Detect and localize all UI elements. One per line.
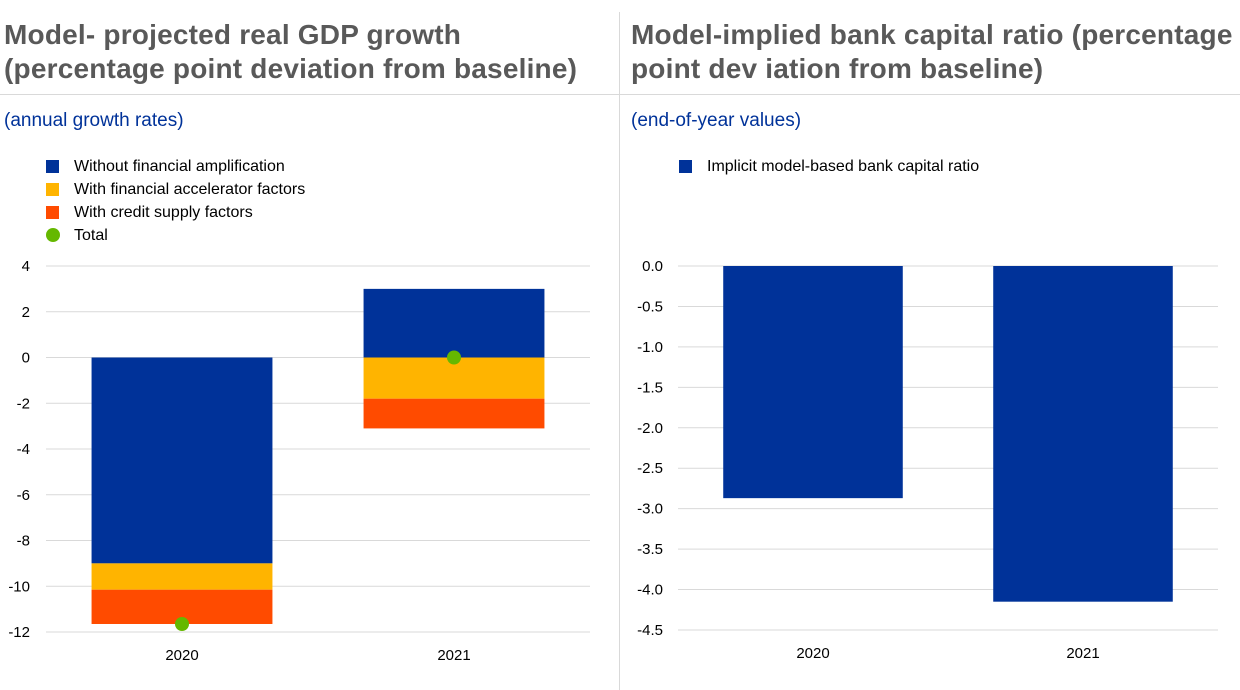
x-tick-label: 2020 bbox=[796, 645, 829, 662]
x-tick-label: 2020 bbox=[165, 647, 198, 664]
y-tick-label: -3.5 bbox=[637, 541, 663, 558]
legend-label: With financial accelerator factors bbox=[74, 181, 306, 198]
y-tick-label: -4.0 bbox=[637, 582, 663, 599]
bar-segment bbox=[363, 398, 545, 429]
legend-label: Implicit model-based bank capital ratio bbox=[707, 158, 980, 175]
chart-legend: Implicit model-based bank capital ratio bbox=[679, 155, 979, 178]
legend-swatch bbox=[46, 206, 59, 219]
chart-subtitle: (annual growth rates) bbox=[4, 110, 184, 131]
chart-title: Model-implied bank capital ratio (percen… bbox=[631, 19, 1233, 84]
x-tick-label: 2021 bbox=[1066, 645, 1099, 662]
y-tick-label: -2.0 bbox=[637, 420, 663, 437]
panel-divider bbox=[619, 12, 620, 690]
total-marker bbox=[447, 350, 461, 365]
bar-segment bbox=[723, 266, 903, 499]
y-tick-label: -4 bbox=[17, 441, 30, 458]
bar-segment bbox=[993, 266, 1173, 602]
y-tick-label: -8 bbox=[17, 533, 30, 550]
legend-item: Total bbox=[46, 224, 305, 247]
y-tick-label: 4 bbox=[22, 258, 30, 275]
legend-item: With credit supply factors bbox=[46, 201, 305, 224]
y-tick-label: -2.5 bbox=[637, 460, 663, 477]
bar-segment bbox=[91, 563, 273, 590]
capital-ratio-chart-panel: Model-implied bank capital ratio (percen… bbox=[620, 0, 1240, 690]
chart-title: Model- projected real GDP growth (percen… bbox=[4, 19, 578, 84]
legend-item: Implicit model-based bank capital ratio bbox=[679, 155, 979, 178]
gdp-chart-panel: Model- projected real GDP growth (percen… bbox=[0, 0, 619, 690]
y-tick-label: -4.5 bbox=[637, 622, 663, 639]
y-tick-label: 2 bbox=[22, 304, 30, 321]
legend-item: Without financial amplification bbox=[46, 155, 305, 178]
legend-item: With financial accelerator factors bbox=[46, 178, 305, 201]
y-tick-label: -12 bbox=[8, 624, 30, 641]
x-tick-label: 2021 bbox=[437, 647, 470, 664]
y-tick-label: -3.0 bbox=[637, 501, 663, 518]
y-tick-label: -1.0 bbox=[637, 339, 663, 356]
legend-swatch bbox=[679, 160, 692, 173]
y-tick-label: 0 bbox=[22, 350, 30, 367]
y-tick-label: -2 bbox=[17, 395, 30, 412]
gdp-chart-plot: 4 2 0 -2 -4 -6 -8 -10 -12 2020 2021 bbox=[8, 258, 590, 664]
y-tick-label: -0.5 bbox=[637, 298, 663, 315]
chart-legend: Without financial amplification With fin… bbox=[46, 155, 305, 247]
legend-swatch bbox=[46, 228, 60, 242]
legend-swatch bbox=[46, 183, 59, 196]
bar-segment bbox=[91, 357, 273, 564]
y-tick-label: -10 bbox=[8, 578, 30, 595]
capital-ratio-chart-plot: 0.0 -0.5 -1.0 -1.5 -2.0 -2.5 -3.0 -3.5 -4.0 -4.5 2… bbox=[637, 258, 1218, 662]
title-divider bbox=[620, 94, 1240, 95]
legend-swatch bbox=[46, 160, 59, 173]
y-tick-label: -6 bbox=[17, 487, 30, 504]
y-tick-label: -1.5 bbox=[637, 379, 663, 396]
chart-subtitle: (end-of-year values) bbox=[631, 110, 802, 131]
legend-label: Without financial amplification bbox=[74, 158, 285, 175]
legend-label: With credit supply factors bbox=[74, 204, 253, 221]
total-marker bbox=[175, 616, 189, 631]
y-tick-label: 0.0 bbox=[642, 258, 663, 275]
bar-segment bbox=[363, 288, 545, 358]
legend-label: Total bbox=[74, 227, 108, 244]
title-divider bbox=[0, 94, 619, 95]
